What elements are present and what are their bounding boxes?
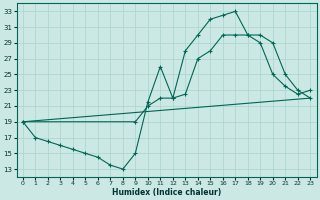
X-axis label: Humidex (Indice chaleur): Humidex (Indice chaleur)	[112, 188, 221, 197]
